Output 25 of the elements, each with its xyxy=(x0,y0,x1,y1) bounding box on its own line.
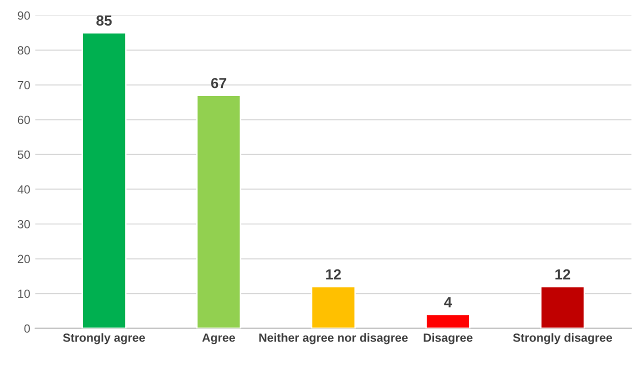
bar xyxy=(425,314,470,328)
data-label: 12 xyxy=(326,269,341,280)
bar xyxy=(310,286,356,328)
x-tick-label: Strongly agree xyxy=(63,333,145,344)
y-tick-label: 70 xyxy=(18,80,30,90)
data-label: 85 xyxy=(96,15,112,26)
y-tick-label: 60 xyxy=(18,116,30,124)
y-tick-label: 40 xyxy=(18,185,30,194)
x-tick-label: Disagree xyxy=(424,333,472,344)
bar xyxy=(540,286,586,328)
y-tick-label: 10 xyxy=(18,290,30,298)
y-tick-label: 50 xyxy=(18,150,30,159)
x-tick-label: Strongly disagree xyxy=(513,333,612,344)
y-tick-label: 90 xyxy=(18,11,30,20)
x-tick-label: Agree xyxy=(202,334,236,344)
data-label: 4 xyxy=(444,297,452,308)
data-label: 12 xyxy=(555,269,570,280)
y-tick-label: 30 xyxy=(18,220,30,228)
data-label: 67 xyxy=(211,78,226,88)
y-tick-label: 0 xyxy=(24,324,30,333)
x-tick-label: Neither agree nor disagree xyxy=(259,333,408,344)
y-tick-label: 20 xyxy=(18,254,30,264)
y-tick-label: 80 xyxy=(18,46,30,55)
bar xyxy=(82,32,127,328)
bar xyxy=(196,94,242,328)
